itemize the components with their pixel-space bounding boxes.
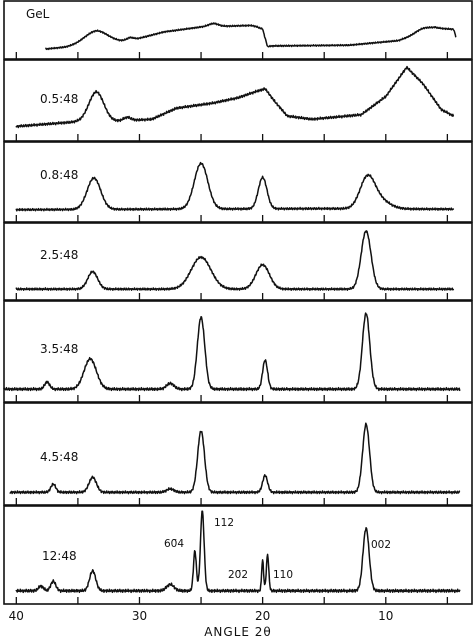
panel-frame xyxy=(3,505,473,605)
panels-group: GeL 0.5:48 0.8:48 2.5:48 3.5:48 4.5:48 12:48 xyxy=(3,0,473,605)
panel-frame xyxy=(3,0,473,60)
x-axis-tick-labels: 40 30 20 10 xyxy=(9,609,394,623)
xrd-trace xyxy=(15,510,461,594)
panel-label: 3.5:48 xyxy=(40,342,78,356)
panel-label: 0.5:48 xyxy=(40,92,78,106)
x-tick-label: 10 xyxy=(378,609,393,623)
panel-6: 12:48 xyxy=(3,505,473,605)
x-tick-label: 30 xyxy=(132,609,147,623)
peak-labels-group: 60̄4 112 20̄2 110 002 xyxy=(164,517,391,581)
peak-label-20-2: 20̄2 xyxy=(228,569,248,581)
panel-4: 3.5:48 xyxy=(3,300,473,403)
panel-1: 0.5:48 xyxy=(3,59,473,142)
panel-label: 0.8:48 xyxy=(40,168,78,182)
panel-label: 12:48 xyxy=(42,549,77,563)
xrd-trace xyxy=(15,161,455,212)
panel-frame xyxy=(3,222,473,301)
panel-frame xyxy=(3,402,473,506)
panel-frame xyxy=(3,300,473,403)
x-tick-label: 20 xyxy=(255,609,270,623)
panel-frame xyxy=(3,141,473,223)
xrd-trace xyxy=(9,422,461,495)
panel-label: 2.5:48 xyxy=(40,248,78,262)
panel-5: 4.5:48 xyxy=(3,402,473,506)
xrd-trace xyxy=(15,65,455,129)
panel-label: GeL xyxy=(26,7,50,21)
peak-label-60-4: 60̄4 xyxy=(164,538,184,550)
xrd-trace xyxy=(15,230,455,292)
panel-2: 0.8:48 xyxy=(3,141,473,223)
panel-3: 2.5:48 xyxy=(3,222,473,301)
panel-0: GeL xyxy=(3,0,473,60)
panel-label: 4.5:48 xyxy=(40,450,78,464)
peak-label-110: 110 xyxy=(273,569,293,581)
xrd-trace xyxy=(45,22,457,51)
x-axis-label: ANGLE 2θ xyxy=(204,625,272,639)
x-tick-label: 40 xyxy=(9,609,24,623)
peak-label-002: 002 xyxy=(371,539,391,551)
xrd-trace xyxy=(3,312,461,392)
panel-frame xyxy=(3,59,473,142)
peak-label-112: 112 xyxy=(214,517,234,529)
